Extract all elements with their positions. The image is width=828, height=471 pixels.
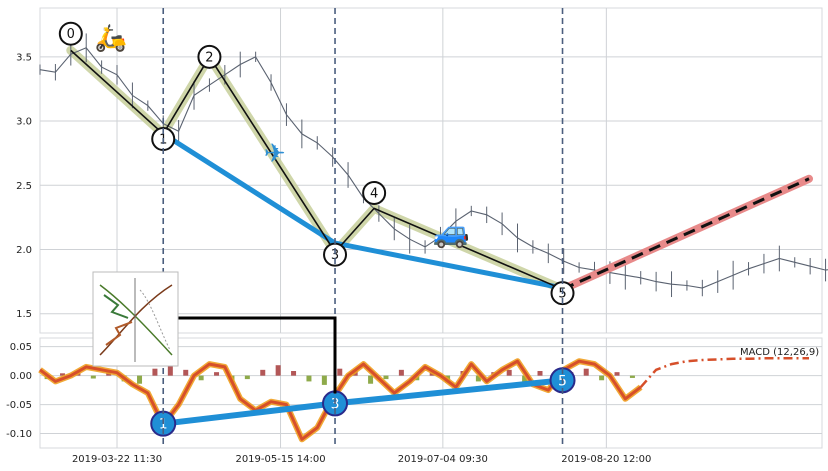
macd-histogram-bar (599, 375, 605, 381)
price-pivot-marker (197, 44, 222, 69)
macd-line (39, 359, 642, 441)
price-y-tick-label: 2.5 (16, 181, 32, 192)
thumbnail-curve (139, 289, 171, 351)
macd-histogram-bar (214, 372, 220, 376)
forecast-dashed-line (561, 177, 810, 291)
macd-histogram-bar (167, 366, 173, 376)
macd-histogram-bar (260, 369, 266, 376)
macd-y-tick-label: 0.05 (10, 342, 32, 353)
macd-histogram-bar (60, 373, 66, 376)
pivot-vertical-lines (162, 8, 564, 448)
macd-histogram-bar (537, 371, 543, 376)
macd-histogram-bar (275, 365, 281, 376)
x-axis: 2019-03-22 11:30 2019-05-15 14:00 2019-07-… (72, 454, 651, 465)
macd-histogram-bar (337, 368, 343, 376)
macd-histogram-bar (383, 375, 389, 380)
macd-histogram-bar (398, 369, 404, 376)
inset-connector (178, 316, 337, 394)
macd-histogram-bar (506, 369, 512, 376)
thumbnail-curve (105, 321, 133, 346)
macd-pivot-label: 3 (331, 396, 340, 412)
price-series-group (39, 33, 828, 298)
price-pivot-label: 4 (370, 186, 378, 201)
macd-histogram-bar (152, 368, 158, 376)
price-y-tick-label: 3.0 (16, 117, 32, 128)
macd-pivot-label: 1 (159, 417, 168, 433)
macd-title: MACD (12,26,9) (740, 347, 819, 358)
macd-histogram-bar (90, 375, 96, 379)
price-markers: 🛵 ✈ 🚙 (95, 24, 470, 250)
macd-histogram-bar (614, 372, 620, 376)
zigzag-line (70, 49, 563, 291)
macd-histogram-bar (629, 375, 635, 378)
macd-histogram-bar (368, 375, 374, 384)
price-pivot-label: 2 (205, 50, 213, 65)
price-y-tick-label: 2.0 (16, 245, 32, 256)
x-tick-label: 2019-03-22 11:30 (72, 454, 162, 465)
connector-line (178, 316, 337, 394)
price-y-axis: 1.5 2.0 2.5 3.0 3.5 (16, 52, 32, 320)
macd-histogram-bar (583, 368, 589, 376)
macd-histogram-bar (137, 375, 143, 384)
x-tick-label: 2019-08-20 12:00 (561, 454, 651, 465)
thumbnail-curve (99, 284, 173, 356)
scooter-icon: 🛵 (95, 24, 127, 54)
thumbnail-curve (103, 294, 129, 319)
airplane-icon: ✈ (264, 139, 286, 169)
price-pivot-label: 0 (67, 27, 75, 42)
thumbnail-chart-icon (92, 271, 179, 367)
macd-histogram-bar (475, 375, 481, 382)
thumbnail-curve (99, 284, 173, 356)
price-pivot-marker (362, 180, 387, 205)
macd-y-tick-label: -0.05 (6, 400, 32, 411)
x-tick-label: 2019-05-15 14:00 (235, 454, 325, 465)
macd-histogram-bar (321, 375, 327, 385)
macd-y-tick-label: 0.00 (10, 371, 32, 382)
price-y-tick-label: 3.5 (16, 52, 32, 63)
macd-histogram-bar (291, 371, 297, 376)
macd-histogram-bar (244, 375, 250, 380)
price-pivot-label: 5 (558, 287, 566, 302)
macd-y-axis: 0.05 0.00 -0.05 -0.10 (6, 342, 32, 440)
macd-histogram-bar (306, 375, 312, 382)
macd-y-tick-label: -0.10 (6, 429, 32, 440)
price-pivot-marker (58, 21, 83, 46)
macd-histogram-bar (183, 369, 189, 376)
car-icon: 🚙 (432, 215, 469, 250)
price-pivot-label: 3 (331, 248, 339, 263)
macd-histogram-bar (522, 375, 528, 383)
x-tick-label: 2019-07-04 09:30 (398, 454, 488, 465)
price-y-tick-label: 1.5 (16, 309, 32, 320)
macd-histogram-bar (198, 375, 204, 381)
